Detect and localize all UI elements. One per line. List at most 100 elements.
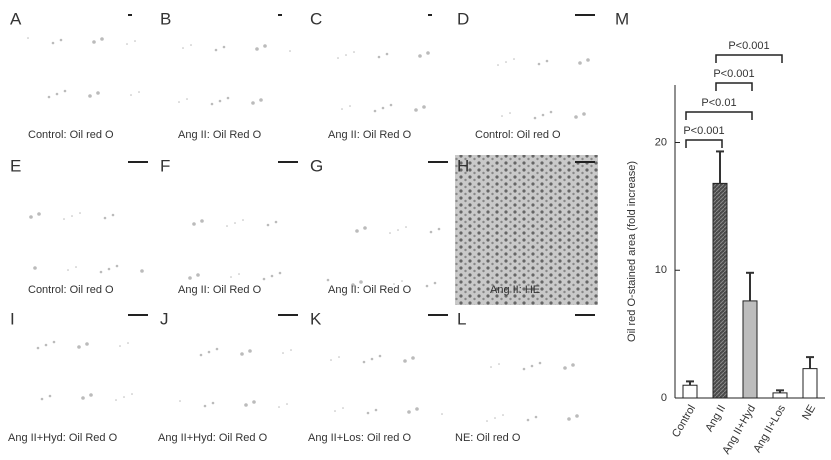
stain-speck [275, 221, 278, 224]
panel-label: B [160, 9, 171, 28]
stain-speck [200, 219, 204, 223]
panel-label: I [10, 309, 15, 328]
stain-speck [116, 265, 119, 268]
panel-label: H [457, 156, 469, 175]
panel-label: G [310, 156, 323, 175]
stain-speck [502, 414, 504, 416]
stain-speck [334, 410, 336, 412]
panel-label: M [615, 9, 629, 28]
stain-speck [138, 91, 140, 93]
panel-label: E [10, 156, 21, 175]
stain-speck [279, 272, 282, 275]
stain-speck [374, 110, 377, 113]
stain-speck [134, 40, 136, 42]
significance-bracket [686, 112, 752, 120]
panel-label: A [10, 9, 22, 28]
panel-label: C [310, 9, 322, 28]
micrograph [455, 155, 598, 305]
stain-speck [290, 349, 292, 351]
stain-speck [531, 365, 534, 368]
stain-speck [289, 50, 291, 52]
stain-speck [89, 393, 93, 397]
panel-caption: NE: Oil red O [455, 432, 521, 444]
stain-speck [75, 266, 77, 268]
stain-speck [371, 358, 374, 361]
stain-speck [527, 419, 530, 422]
stain-speck [574, 115, 578, 119]
stain-speck [578, 61, 582, 65]
stain-speck [242, 219, 244, 221]
panel-caption: Ang II: HE [490, 284, 540, 296]
bar [803, 369, 817, 398]
panel-caption: Ang II: Oil Red O [178, 284, 262, 296]
stain-speck [63, 218, 65, 220]
stain-speck [208, 351, 211, 354]
stain-speck [108, 268, 111, 271]
stain-speck [123, 396, 125, 398]
stain-speck [188, 276, 192, 280]
panel-caption: Ang II+Hyd: Oil Red O [8, 432, 118, 444]
stain-speck [100, 37, 104, 41]
bar [683, 385, 697, 398]
stain-speck [575, 414, 579, 418]
stain-speck [215, 49, 218, 52]
panel-caption: Control: Oil red O [28, 284, 114, 296]
stain-speck [196, 273, 200, 277]
panel-caption: Ang II: Oil Red O [178, 129, 262, 141]
stain-speck [486, 420, 488, 422]
stain-speck [204, 405, 207, 408]
stain-speck [226, 225, 228, 227]
stain-speck [130, 94, 132, 96]
panel-caption: Control: Oil red O [28, 129, 114, 141]
stain-speck [401, 280, 403, 282]
stain-speck [223, 46, 226, 49]
stain-speck [182, 47, 184, 49]
stain-speck [349, 105, 351, 107]
stain-speck [498, 363, 500, 365]
stain-speck [115, 399, 117, 401]
stain-speck [88, 94, 92, 98]
bar [713, 183, 727, 398]
stain-speck [234, 222, 236, 224]
stain-speck [353, 51, 355, 53]
stain-speck [390, 104, 393, 107]
stain-speck [29, 215, 33, 219]
stain-speck [140, 269, 144, 273]
bar [743, 301, 757, 398]
stain-speck [251, 101, 255, 105]
stain-speck [375, 409, 378, 412]
stain-speck [355, 229, 359, 233]
stain-speck [259, 98, 263, 102]
stain-speck [567, 417, 571, 421]
stain-speck [367, 412, 370, 415]
stain-speck [119, 345, 121, 347]
stain-speck [397, 229, 399, 231]
stain-speck [422, 105, 426, 109]
panel-caption: Ang II: Oil Red O [328, 129, 412, 141]
significance-bracket [716, 83, 752, 91]
stain-speck [405, 226, 407, 228]
stain-speck [382, 107, 385, 110]
stain-speck [494, 417, 496, 419]
stain-speck [501, 115, 503, 117]
significance-bracket [686, 140, 722, 148]
stain-speck [505, 61, 507, 63]
stain-speck [179, 400, 181, 402]
significance-label: P<0.001 [683, 125, 724, 137]
stain-speck [286, 403, 288, 405]
y-tick-label: 0 [661, 392, 667, 404]
stain-speck [211, 103, 214, 106]
stain-speck [37, 347, 40, 350]
stain-speck [546, 60, 549, 63]
stain-speck [190, 44, 192, 46]
stain-speck [282, 352, 284, 354]
significance-label: P<0.001 [713, 68, 754, 80]
panel-label: L [457, 309, 466, 328]
stain-speck [403, 359, 407, 363]
panel-caption: Control: Oil red O [475, 129, 561, 141]
panel-label: D [457, 9, 469, 28]
y-tick-label: 20 [655, 136, 667, 148]
stain-speck [200, 354, 203, 357]
x-tick-label: Control [670, 403, 698, 440]
stain-speck [441, 413, 443, 415]
